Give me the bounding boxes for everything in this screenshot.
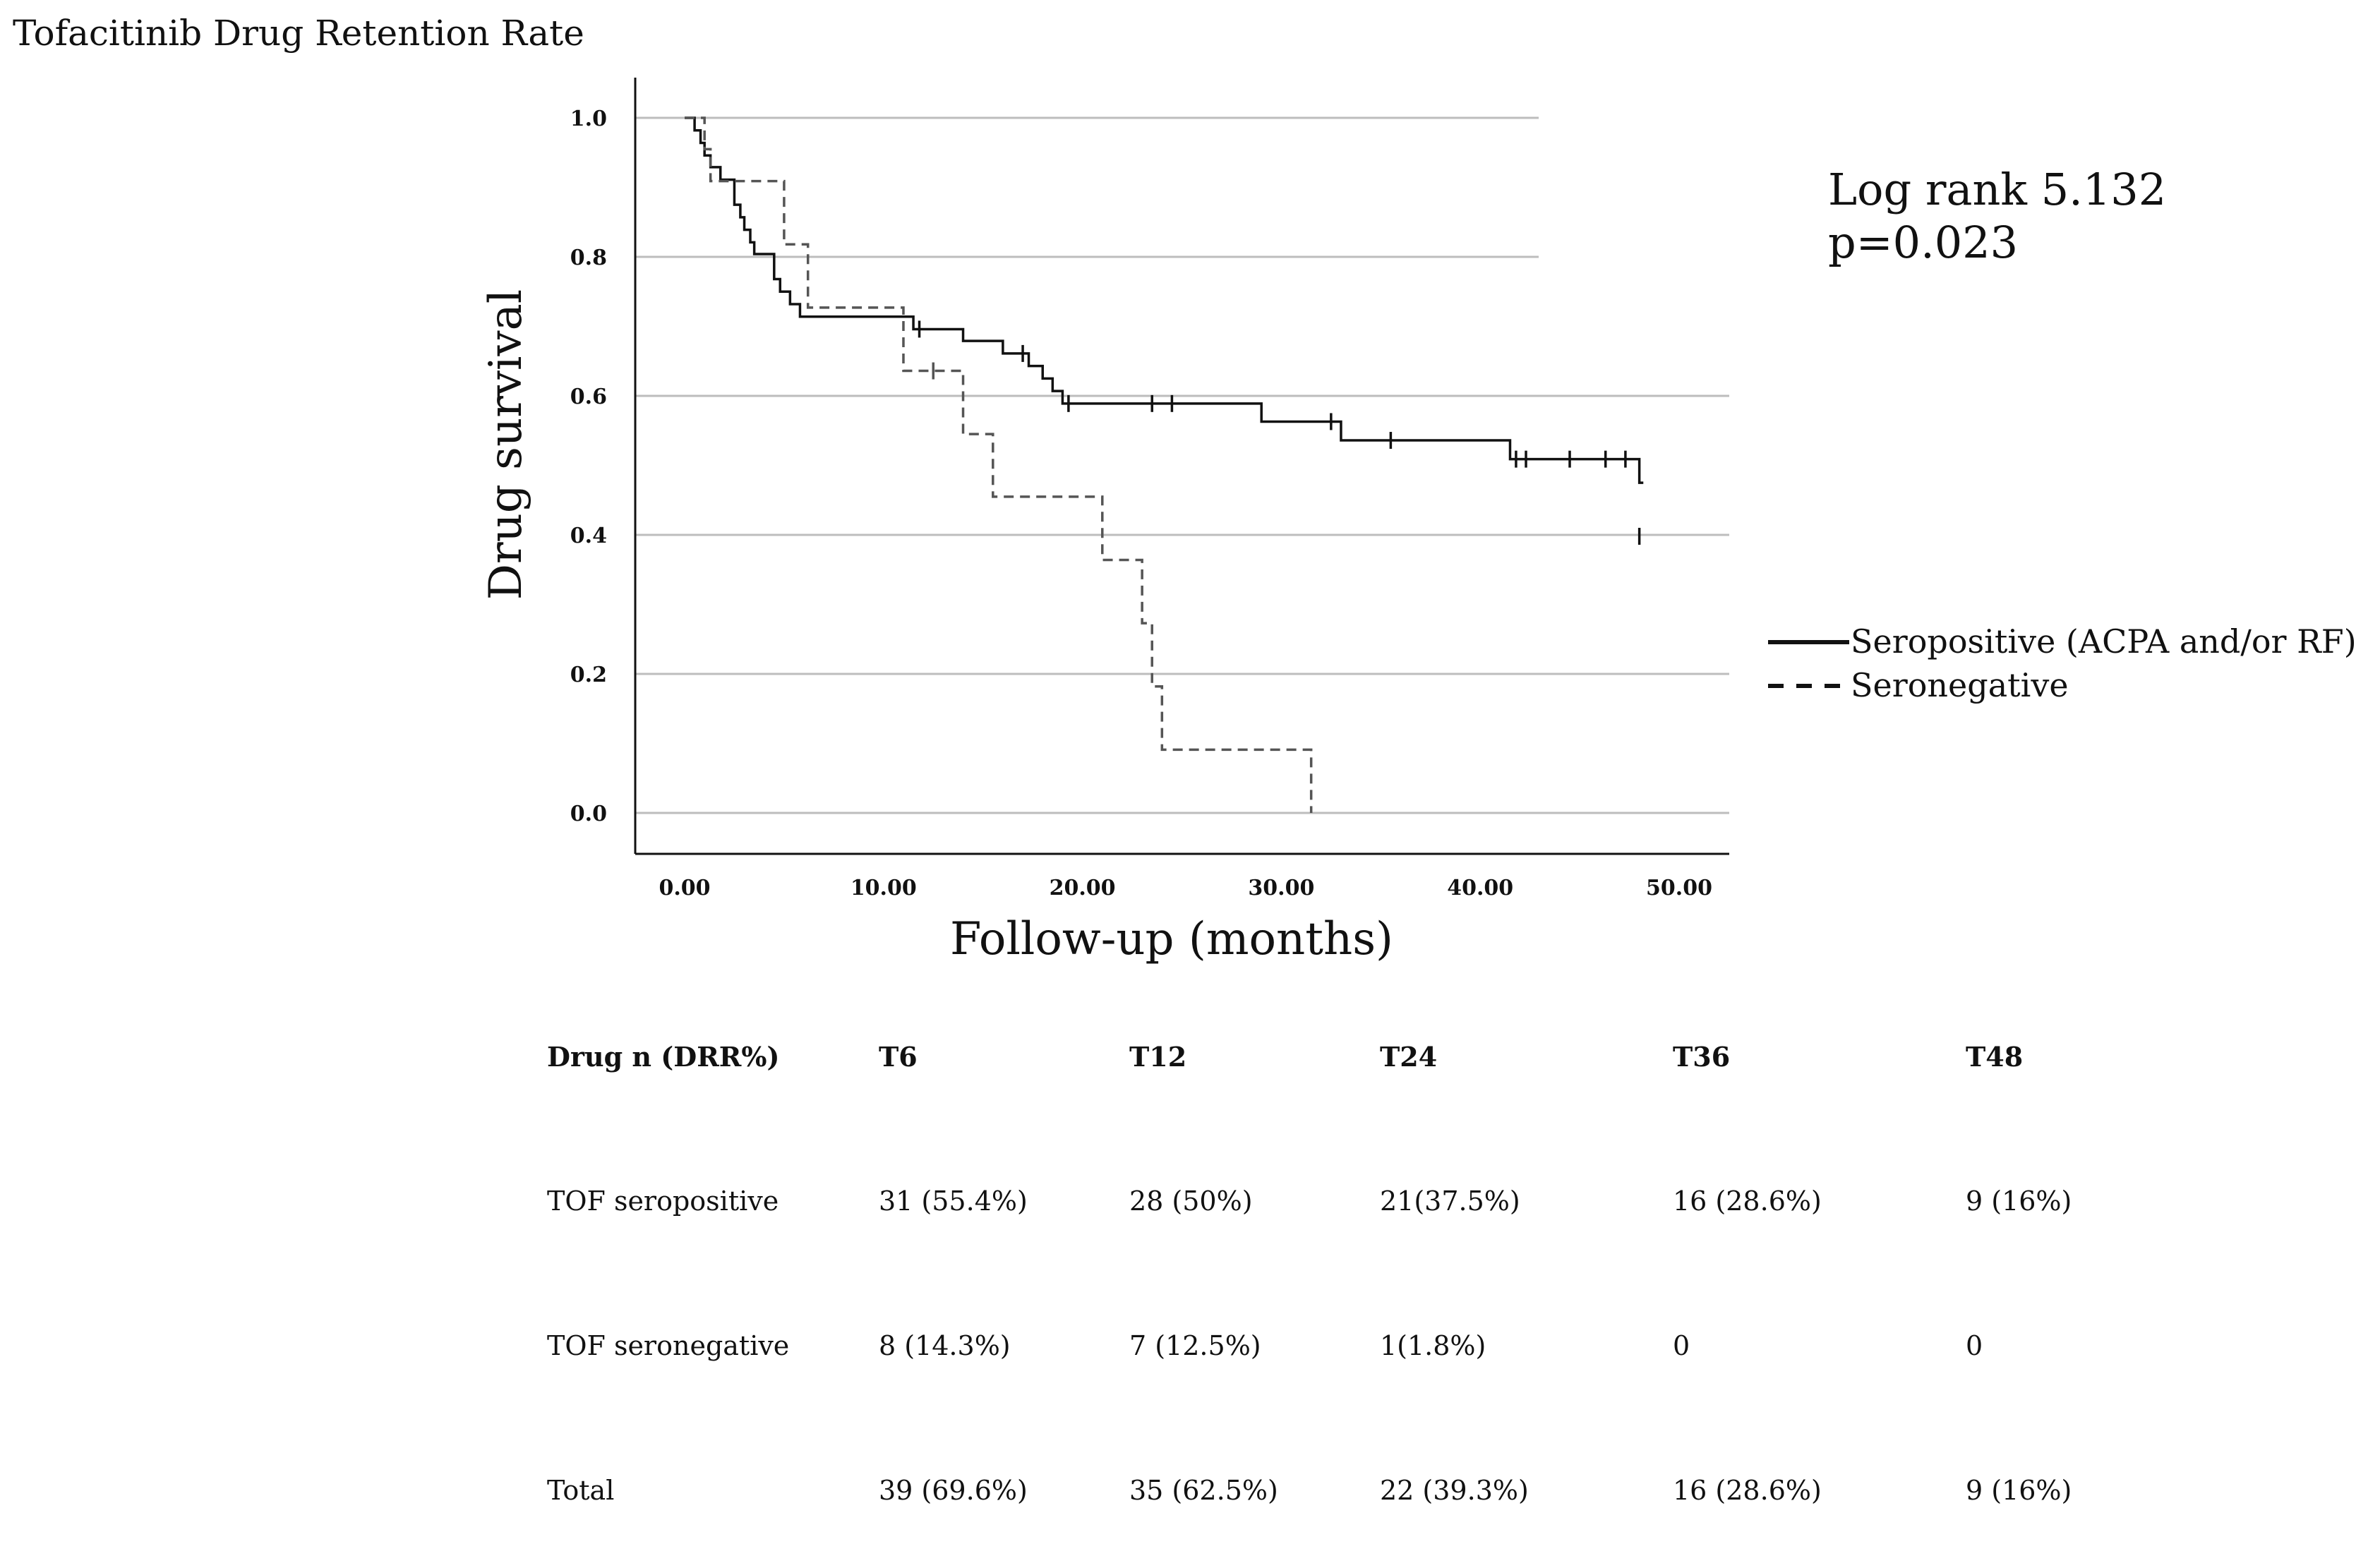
- legend-label-seropositive: Seropositive (ACPA and/or RF): [1851, 622, 2356, 661]
- series: [685, 116, 1644, 813]
- x-tick-label: 40.00: [1447, 876, 1513, 900]
- table-header-cell: T24: [1380, 1041, 1438, 1073]
- table-cell: 28 (50%): [1129, 1186, 1253, 1217]
- drr-table: Drug n (DRR%) T6 T12 T24 T36 T48 TOF ser…: [547, 1041, 2297, 1531]
- table-row: TOF seropositive 31 (55.4%) 28 (50%) 21(…: [547, 1186, 2297, 1330]
- table-row: TOF seronegative 8 (14.3%) 7 (12.5%) 1(1…: [547, 1330, 2297, 1475]
- table-cell: 0: [1673, 1330, 1690, 1361]
- table-cell: 7 (12.5%): [1129, 1330, 1261, 1361]
- series-line-seronegative: [685, 116, 1313, 813]
- x-tick-label: 30.00: [1248, 876, 1314, 900]
- table-cell: 9 (16%): [1966, 1475, 2072, 1506]
- x-axis-title: Follow-up (months): [950, 913, 1393, 965]
- table-header-cell: T36: [1673, 1041, 1731, 1073]
- table-header-cell: T6: [879, 1041, 918, 1073]
- x-tick-label: 0.00: [659, 876, 710, 900]
- log-rank-annotation: Log rank 5.132: [1828, 164, 2166, 215]
- y-tick-label: 1.0: [570, 107, 607, 131]
- table-cell: 22 (39.3%): [1380, 1475, 1529, 1506]
- table-cell: 35 (62.5%): [1129, 1475, 1278, 1506]
- axes: [634, 78, 1729, 855]
- p-value-annotation: p=0.023: [1828, 217, 2018, 268]
- table-header-cell: T12: [1129, 1041, 1187, 1073]
- y-tick-label: 0.6: [570, 385, 607, 409]
- table-cell: TOF seropositive: [547, 1186, 779, 1217]
- series-line-seropositive: [685, 116, 1644, 484]
- table-cell: 21(37.5%): [1380, 1186, 1520, 1217]
- table-cell: Total: [547, 1475, 615, 1506]
- y-tick-labels: 0.0 0.2 0.4 0.6 0.8 1.0: [570, 107, 607, 826]
- table-cell: 31 (55.4%): [879, 1186, 1028, 1217]
- table-header-cell: T48: [1966, 1041, 2024, 1073]
- page-title: Tofacitinib Drug Retention Rate: [13, 13, 584, 54]
- grid-lines: [635, 116, 1729, 814]
- y-tick-label: 0.0: [570, 802, 607, 826]
- table-cell: TOF seronegative: [547, 1330, 790, 1361]
- y-axis-title: Drug survival: [480, 289, 532, 601]
- y-tick-label: 0.2: [570, 663, 607, 687]
- x-tick-label: 10.00: [851, 876, 917, 900]
- km-chart: 0.0 0.2 0.4 0.6 0.8 1.0 0.00 10.00 20.00 30.00 40…: [480, 78, 2356, 965]
- table-header-cell: Drug n (DRR%): [547, 1041, 780, 1073]
- table-cell: 8 (14.3%): [879, 1330, 1011, 1361]
- x-tick-label: 20.00: [1050, 876, 1116, 900]
- x-tick-labels: 0.00 10.00 20.00 30.00 40.00 50.00: [659, 876, 1712, 900]
- y-tick-label: 0.8: [570, 246, 607, 270]
- table-cell: 1(1.8%): [1380, 1330, 1486, 1361]
- table-row: Total 39 (69.6%) 35 (62.5%) 22 (39.3%) 1…: [547, 1475, 2297, 1531]
- table-cell: 16 (28.6%): [1673, 1186, 1822, 1217]
- table-cell: 0: [1966, 1330, 1983, 1361]
- table-header-row: Drug n (DRR%) T6 T12 T24 T36 T48: [547, 1041, 2297, 1186]
- table-cell: 16 (28.6%): [1673, 1475, 1822, 1506]
- y-tick-label: 0.4: [570, 524, 607, 548]
- table-cell: 9 (16%): [1966, 1186, 2072, 1217]
- x-tick-label: 50.00: [1646, 876, 1712, 900]
- table-cell: 39 (69.6%): [879, 1475, 1028, 1506]
- legend: Seropositive (ACPA and/or RF) Seronegati…: [1768, 622, 2356, 704]
- legend-label-seronegative: Seronegative: [1851, 666, 2069, 704]
